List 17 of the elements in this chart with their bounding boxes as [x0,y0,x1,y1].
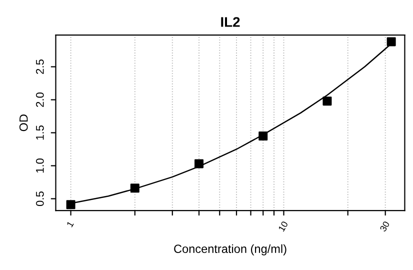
y-tick-label: 2.0 [36,92,44,107]
point [194,159,204,168]
x-tick-label: 30 [380,220,390,232]
point [386,37,396,46]
x-tick-label: 10 [278,220,288,232]
point [322,96,332,106]
y-tick-label: 0.5 [36,191,44,206]
y-tick-label: 1.0 [36,158,44,173]
y-axis-title: OD [19,114,28,132]
chart-title: IL2 [221,17,240,27]
point [258,132,268,141]
x-axis-title: Concentration (ng/ml) [174,244,286,256]
x-tick-label: 1 [66,220,74,228]
y-tick-label: 2.5 [36,60,44,74]
y-tick-label: 1.5 [36,125,44,140]
point [130,184,140,193]
point [66,200,76,210]
